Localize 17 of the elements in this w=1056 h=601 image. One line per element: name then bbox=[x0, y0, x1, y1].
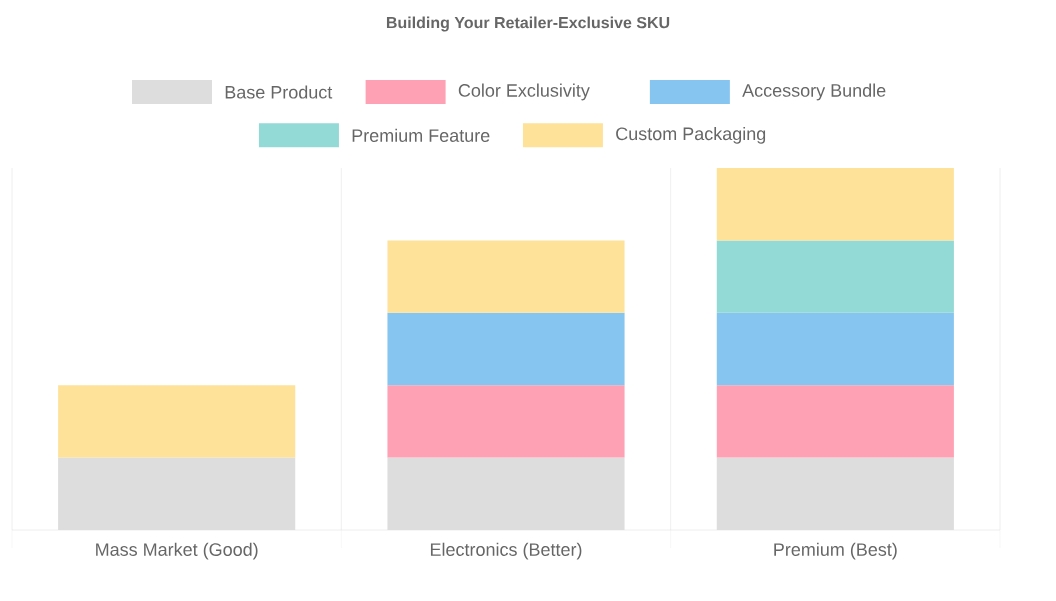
bar bbox=[716, 312, 954, 386]
legend-label: Color Exclusivity bbox=[458, 83, 590, 101]
bar bbox=[716, 168, 954, 241]
bar bbox=[387, 240, 625, 313]
legend-label: Accessory Bundle bbox=[742, 83, 886, 101]
x-tick-label: Mass Market (Good) bbox=[96, 542, 258, 560]
x-tick-label: Electronics (Better) bbox=[430, 542, 582, 560]
bar bbox=[716, 240, 954, 313]
legend-label: Premium Feature bbox=[352, 128, 490, 142]
bar bbox=[387, 385, 625, 458]
legend-label: Custom Packaging bbox=[616, 126, 766, 144]
x-tick-label: Premium (Best) bbox=[774, 542, 897, 560]
bar bbox=[716, 385, 954, 458]
bar bbox=[387, 312, 625, 386]
chart-title: Building Your Retailer-Exclusive SKU bbox=[386, 16, 670, 32]
bar bbox=[58, 385, 296, 458]
legend-label: Base Product bbox=[225, 85, 333, 99]
